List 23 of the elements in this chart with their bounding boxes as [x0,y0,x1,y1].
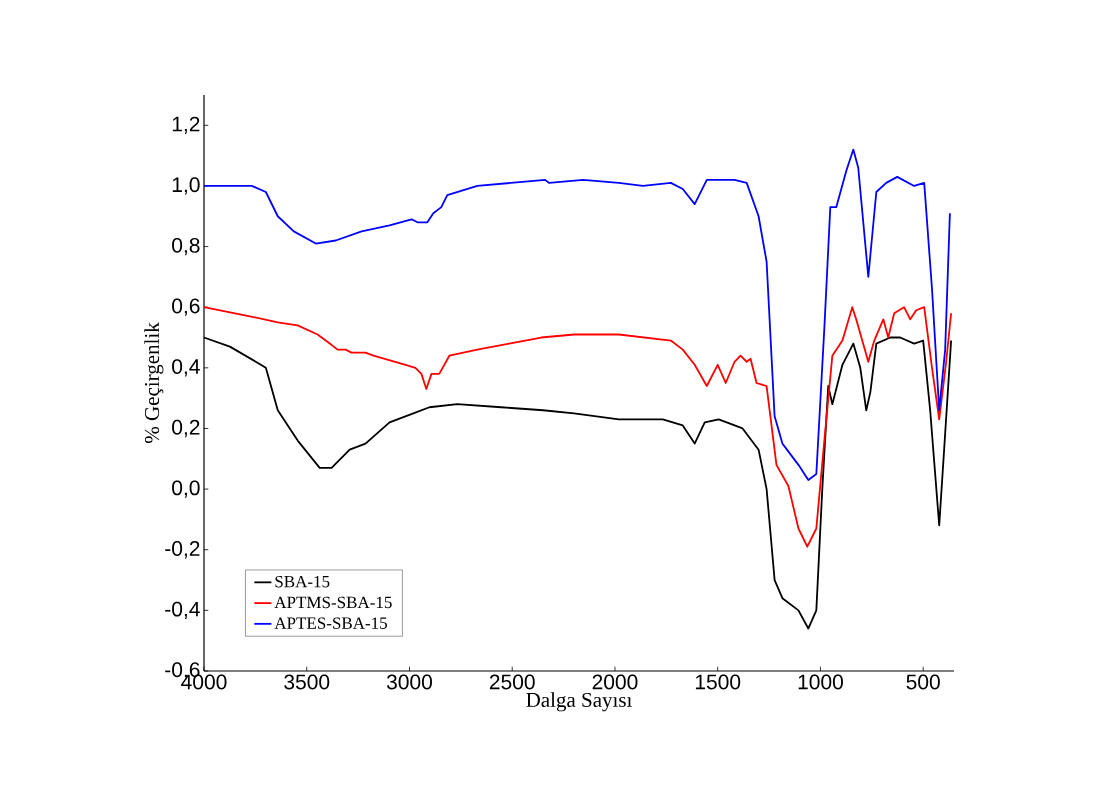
x-tick-label: 3500 [284,674,330,690]
legend-label: APTMS-SBA-15 [274,596,392,609]
x-tick-label: 2000 [592,674,638,690]
x-tick-label: 500 [906,674,940,690]
y-tick-label: -0,4 [165,601,200,620]
x-axis-title: Dalga Sayısı [526,692,632,712]
y-tick-label: 0,0 [172,480,200,498]
x-tick-label: 2500 [489,674,535,690]
y-tick-label: -0,2 [165,541,200,559]
y-axis-title: % Geçirgenlik [144,322,164,444]
x-tick-label: 3000 [386,674,432,690]
y-tick-label: 1,0 [172,177,200,195]
line-series [203,306,953,548]
x-tick-label: 1000 [798,674,843,690]
y-tick-label: 0,6 [172,298,200,316]
y-tick-label: 0,2 [172,419,200,438]
y-tick-label: 0,8 [172,237,200,256]
line-series [203,148,951,481]
x-tick-label: 1500 [695,674,741,690]
legend-label: APTES-SBA-15 [274,617,387,629]
legend-label: SBA-15 [275,575,330,588]
y-tick-label: 1,2 [172,116,200,134]
y-tick-label: 0,4 [172,359,200,377]
